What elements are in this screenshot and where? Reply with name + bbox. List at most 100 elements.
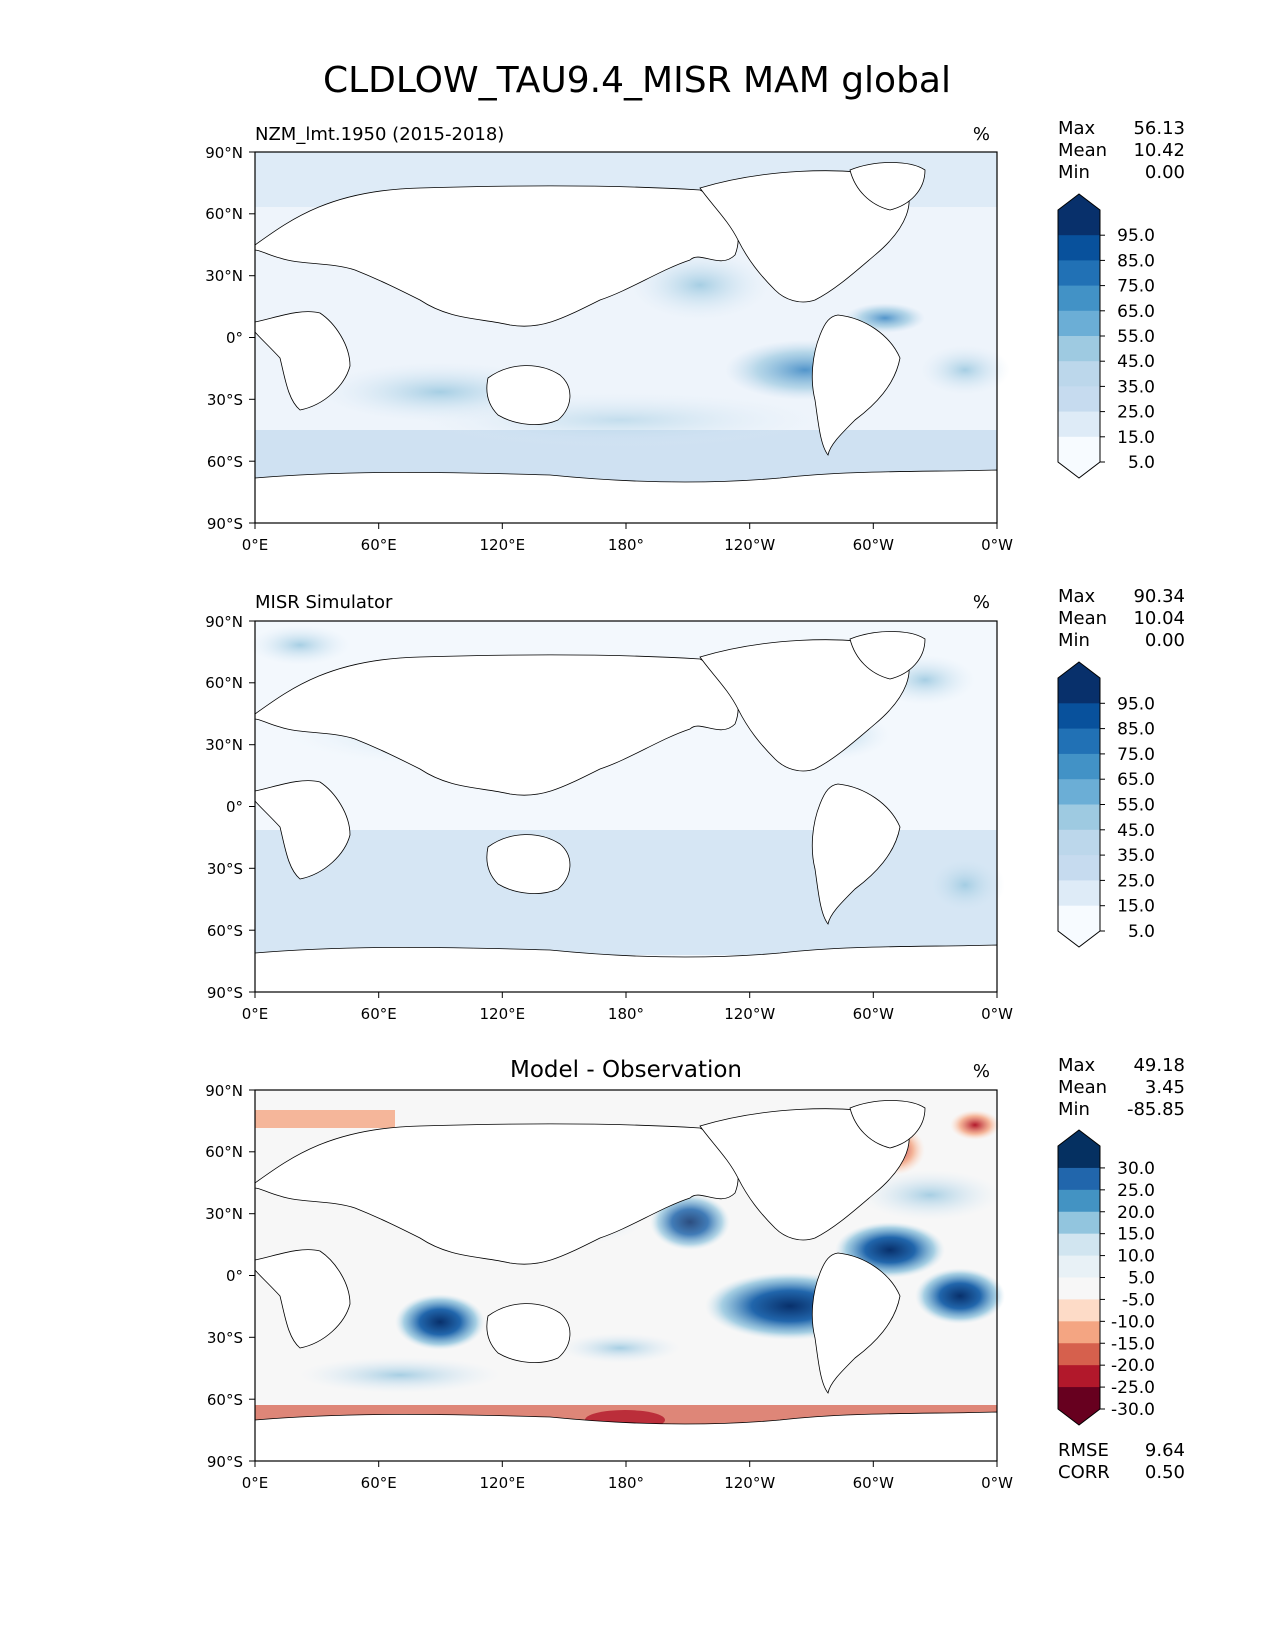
colorbar-extend-top: [1058, 194, 1100, 210]
stat-value: 0.00: [1145, 162, 1185, 183]
y-tick-label: 90°N: [205, 613, 243, 631]
units-label: %: [973, 1061, 990, 1082]
y-tick-label: 60°S: [207, 1391, 243, 1409]
land-masses: [254, 631, 998, 993]
x-tick-label: 0°W: [981, 536, 1013, 554]
continent-australia: [486, 365, 571, 425]
stat-label: CORR: [1058, 1462, 1110, 1483]
panel-title: NZM_lmt.1950 (2015-2018): [255, 124, 504, 145]
stat-value: 49.18: [1133, 1055, 1185, 1076]
figure-title: CLDLOW_TAU9.4_MISR MAM global: [323, 60, 951, 101]
colorbar-tick-label: 65.0: [1117, 770, 1155, 790]
colorbar-segment: [1058, 1146, 1100, 1169]
y-tick-label: 60°S: [207, 922, 243, 940]
y-tick-label: 0°: [226, 798, 243, 816]
land-masses: [254, 1100, 998, 1462]
colorbar-segment: [1058, 1299, 1100, 1322]
colorbar-tick-label: 85.0: [1117, 720, 1155, 740]
colorbar-tick-label: -30.0: [1111, 1400, 1155, 1420]
x-tick-label: 60°W: [853, 1474, 895, 1492]
x-tick-label: 120°E: [479, 1005, 525, 1023]
y-tick-label: 60°N: [205, 674, 243, 692]
continent-australia: [486, 1303, 571, 1363]
continent-australia: [486, 834, 571, 894]
y-tick-label: 30°S: [207, 860, 243, 878]
y-tick-label: 30°S: [207, 1329, 243, 1347]
y-tick-label: 0°: [226, 1267, 243, 1285]
stat-label: Max: [1058, 1055, 1096, 1076]
colorbar-segment: [1058, 1189, 1100, 1213]
x-axis: 0°E 60°E 120°E 180° 120°W 60°W 0°W: [242, 992, 1013, 1023]
y-tick-label: 60°S: [207, 453, 243, 471]
colorbar-segment: [1058, 1321, 1100, 1344]
continent-eurasia: [254, 185, 739, 327]
y-tick-label: 90°N: [205, 1082, 243, 1100]
colorbar-segment: [1058, 728, 1100, 755]
x-tick-label: 60°E: [361, 1005, 397, 1023]
colorbar-tick-label: 55.0: [1117, 796, 1155, 816]
y-tick-label: 30°S: [207, 391, 243, 409]
panel-model: NZM_lmt.1950 (2015-2018) % 0°E 60°E: [205, 118, 1185, 554]
x-tick-label: 0°W: [981, 1005, 1013, 1023]
x-tick-label: 60°W: [853, 1005, 895, 1023]
colorbar-tick-label: 5.0: [1128, 1269, 1155, 1289]
colorbar-tick-label: -15.0: [1111, 1334, 1155, 1354]
x-tick-label: 60°E: [361, 1474, 397, 1492]
colorbar-segment: [1058, 829, 1100, 856]
x-axis: 0°E 60°E 120°E 180° 120°W 60°W 0°W: [242, 1461, 1013, 1492]
colorbar-segment: [1058, 260, 1100, 287]
x-tick-label: 120°W: [724, 1005, 775, 1023]
colorbar-tick-label: -20.0: [1111, 1356, 1155, 1376]
colorbar-tick-label: -25.0: [1111, 1378, 1155, 1398]
x-tick-label: 0°E: [242, 536, 269, 554]
stat-label: Max: [1058, 586, 1096, 607]
colorbar-tick-label: 95.0: [1117, 226, 1155, 246]
continent-greenland: [849, 1100, 926, 1149]
colorbar-segment: [1058, 905, 1100, 932]
colorbar-tick-label: -10.0: [1111, 1312, 1155, 1332]
continent-south-america: [811, 1252, 901, 1394]
colorbar-segment: [1058, 855, 1100, 881]
colorbar-tick-label: 35.0: [1117, 846, 1155, 866]
colorbar-tick-label: 5.0: [1128, 453, 1155, 473]
colorbar-segment: [1058, 779, 1100, 805]
colorbar-segment: [1058, 678, 1100, 704]
y-tick-label: 60°N: [205, 205, 243, 223]
colorbar-segment: [1058, 1277, 1100, 1300]
colorbar-tick-label: 15.0: [1117, 428, 1155, 448]
x-tick-label: 120°E: [479, 1474, 525, 1492]
continent-eurasia: [254, 1123, 739, 1265]
stat-label: RMSE: [1058, 1440, 1109, 1461]
error-stats-block: RMSE 9.64 CORR 0.50: [1058, 1440, 1185, 1483]
units-label: %: [973, 124, 990, 145]
colorbar-segment: [1058, 210, 1100, 236]
colorbar-tick-label: 65.0: [1117, 302, 1155, 322]
colorbar-tick-label: 45.0: [1117, 352, 1155, 372]
colorbar-tick-label: 15.0: [1117, 1225, 1155, 1245]
colorbar-tick-label: 45.0: [1117, 821, 1155, 841]
colorbar-tick-label: 15.0: [1117, 897, 1155, 917]
colorbar-segment: [1058, 310, 1100, 337]
colorbar-segment: [1058, 1167, 1100, 1191]
colorbar-segment: [1058, 411, 1100, 438]
continent-africa: [254, 311, 351, 411]
x-tick-label: 0°W: [981, 1474, 1013, 1492]
stats-block: Max 49.18 Mean 3.45 Min -85.85: [1058, 1055, 1185, 1120]
x-tick-label: 120°W: [724, 1474, 775, 1492]
units-label: %: [973, 592, 990, 613]
colorbar-tick-label: 25.0: [1117, 1181, 1155, 1201]
colorbar-segment: [1058, 1343, 1100, 1366]
colorbar-segment: [1058, 361, 1100, 387]
stat-label: Min: [1058, 1099, 1090, 1120]
x-tick-label: 60°E: [361, 536, 397, 554]
colorbar-segment: [1058, 1233, 1100, 1257]
colorbar-tick-label: 25.0: [1117, 403, 1155, 423]
colorbar-segment: [1058, 336, 1100, 362]
colorbar: 30.025.020.015.010.05.0-5.0-10.0-15.0-20…: [1057, 1129, 1155, 1426]
stat-label: Mean: [1058, 140, 1107, 161]
y-tick-label: 30°N: [205, 267, 243, 285]
x-tick-label: 180°: [608, 1005, 644, 1023]
x-tick-label: 120°W: [724, 536, 775, 554]
colorbar-segment: [1058, 1387, 1100, 1410]
